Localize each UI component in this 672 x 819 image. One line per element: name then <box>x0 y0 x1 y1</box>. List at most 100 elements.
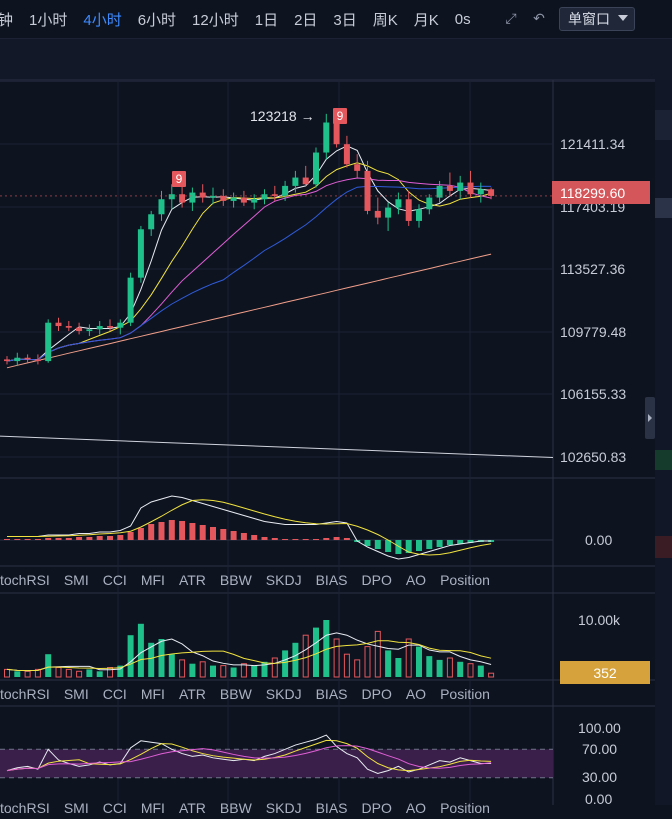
macd-histogram-bar <box>395 540 402 554</box>
indicator-tab[interactable]: SMI <box>63 572 89 588</box>
timeframe-tab[interactable]: 钟 <box>0 11 14 29</box>
high-price-annotation: 123218 → <box>250 108 315 124</box>
indicator-tab[interactable]: BBW <box>219 686 252 702</box>
candle-body <box>292 177 299 186</box>
timeframe-tab[interactable]: 12小时 <box>192 11 239 29</box>
macd-histogram-bar <box>374 540 381 549</box>
indicator-tabs: tochRSI SMI CCI MFI ATR BBW SKDJ BIAS DPO AO Posit… <box>0 683 504 705</box>
timeframe-tab[interactable]: 4小时 <box>83 11 122 29</box>
indicator-tab[interactable]: CCI <box>102 800 127 816</box>
macd-histogram-bar <box>24 539 31 540</box>
macd-dif-line <box>7 495 492 560</box>
candle-body <box>24 357 31 360</box>
indicator-tab[interactable]: MFI <box>140 572 165 588</box>
volume-bar <box>158 639 165 677</box>
macd-histogram-bar <box>107 536 113 540</box>
candle-body <box>261 194 268 200</box>
indicator-tab[interactable]: ATR <box>178 572 206 588</box>
timeframe-tab[interactable]: 月K <box>413 11 439 29</box>
indicator-tab[interactable]: DPO <box>361 686 392 702</box>
volume-badge: 352 <box>560 661 650 684</box>
indicator-tab[interactable]: tochRSI <box>0 800 50 816</box>
macd-histogram-bar <box>189 523 196 540</box>
indicator-tab[interactable]: CCI <box>102 686 127 702</box>
fullscreen-icon[interactable]: ⤢ <box>505 10 517 26</box>
indicator-tab[interactable]: ATR <box>178 800 206 816</box>
candle-body <box>137 229 144 278</box>
macd-histogram-bar <box>230 531 237 540</box>
indicator-tab[interactable]: BIAS <box>315 686 348 702</box>
volume-bar <box>302 634 309 678</box>
macd-histogram-bar <box>45 538 52 540</box>
indicator-tab[interactable]: AO <box>405 686 427 702</box>
indicator-tab[interactable]: CCI <box>102 572 127 588</box>
volume-bar <box>446 657 453 678</box>
volume-bar <box>467 663 474 678</box>
indicator-tab[interactable]: SMI <box>63 686 89 702</box>
indicator-tab[interactable]: Position <box>440 686 490 702</box>
macd-histogram-bar <box>34 539 41 540</box>
candle-body <box>210 195 216 198</box>
indicator-tab[interactable]: AO <box>405 572 427 588</box>
volume-bar <box>251 665 258 677</box>
volume-bar <box>282 650 289 677</box>
indicator-tab[interactable]: SKDJ <box>265 686 302 702</box>
macd-histogram-bar <box>416 540 422 551</box>
chevron-down-icon <box>618 15 628 21</box>
indicator-tab[interactable]: Position <box>440 572 490 588</box>
indicator-tab[interactable]: DPO <box>361 572 392 588</box>
candle-body <box>251 199 258 203</box>
candle-body <box>158 199 165 215</box>
indicator-tab[interactable]: SKDJ <box>265 800 302 816</box>
volume-bar <box>343 653 350 678</box>
volume-ma-long <box>6 640 492 672</box>
indicator-tab[interactable]: MFI <box>140 800 165 816</box>
candle-body <box>374 210 381 218</box>
timeframe-tab[interactable]: 1小时 <box>29 11 68 29</box>
macd-histogram-bar <box>137 528 144 540</box>
indicator-tab[interactable]: BIAS <box>315 572 348 588</box>
indicator-tab[interactable]: tochRSI <box>0 686 50 702</box>
indicator-tab[interactable]: DPO <box>361 800 392 816</box>
indicator-tab[interactable]: tochRSI <box>0 572 50 588</box>
indicator-tab[interactable]: SKDJ <box>265 572 302 588</box>
indicator-tab[interactable]: SMI <box>63 800 89 816</box>
collapse-panel-button[interactable] <box>645 397 655 439</box>
timeframe-tab[interactable]: 0s <box>454 10 471 28</box>
candle-body <box>271 194 278 196</box>
rsi-axis-tick: 100.00 <box>578 720 621 736</box>
volume-bar <box>127 635 134 677</box>
layout-select[interactable]: 单窗口 <box>559 7 635 31</box>
rsi-signal-line <box>6 739 492 772</box>
indicator-tab[interactable]: AO <box>405 800 427 816</box>
undo-draw-icon[interactable]: ↶ <box>533 10 545 26</box>
candle-body <box>488 189 495 196</box>
indicator-tab[interactable]: Position <box>440 800 490 816</box>
timeframe-tab[interactable]: 3日 <box>333 11 357 29</box>
candle-body <box>282 185 289 196</box>
indicator-tab[interactable]: BBW <box>219 572 252 588</box>
volume-bar <box>488 672 495 678</box>
volume-bar <box>240 663 247 678</box>
candle-body <box>333 122 340 145</box>
side-marker <box>655 536 672 558</box>
candle-body <box>467 182 474 195</box>
indicator-tab[interactable]: BBW <box>219 800 252 816</box>
indicator-tab[interactable]: MFI <box>140 686 165 702</box>
timeframe-tab[interactable]: 周K <box>372 11 398 29</box>
volume-bar <box>374 630 381 678</box>
indicator-tab[interactable]: ATR <box>178 686 206 702</box>
indicator-tab[interactable]: BIAS <box>315 800 348 816</box>
side-marker <box>655 198 672 218</box>
timeframe-tab[interactable]: 6小时 <box>137 11 177 29</box>
timeframe-tab[interactable]: 2日 <box>294 11 318 29</box>
volume-bar <box>45 654 52 677</box>
candle-body <box>45 322 52 362</box>
volume-bar <box>179 659 186 678</box>
candle-body <box>148 214 155 230</box>
chart-canvas[interactable]: 9 9 123218 → <box>0 0 655 805</box>
macd-histogram-bar <box>96 536 103 540</box>
timeframe-tab[interactable]: 1日 <box>254 11 279 29</box>
candle-body <box>14 357 21 362</box>
price-tick: 106155.33 <box>560 386 627 402</box>
